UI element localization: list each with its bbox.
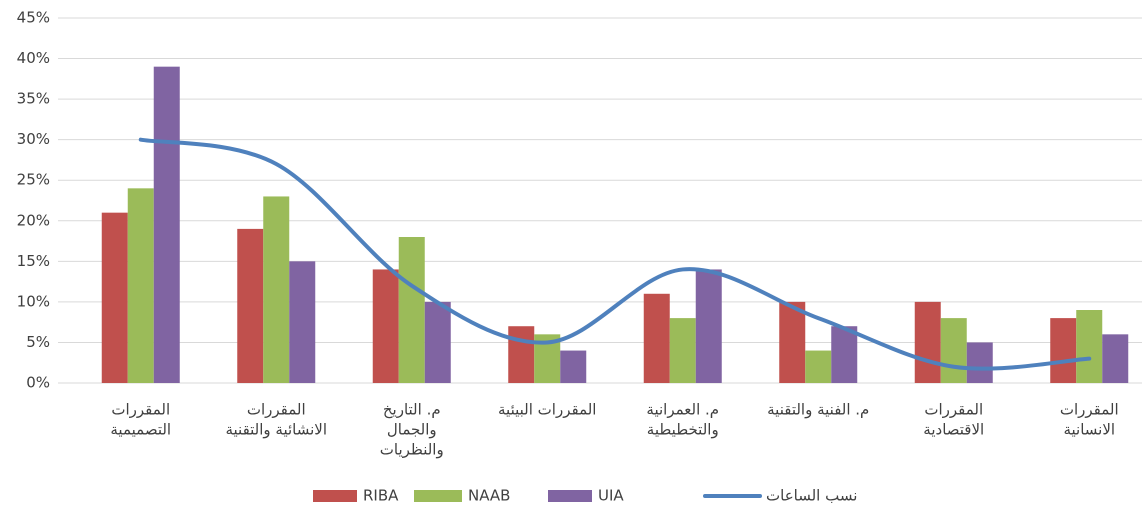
bar bbox=[398, 237, 425, 383]
bar bbox=[237, 228, 264, 383]
legend-swatch bbox=[414, 490, 462, 502]
legend-swatch bbox=[313, 490, 357, 502]
bar bbox=[669, 318, 696, 383]
y-tick-label: 10% bbox=[17, 292, 50, 310]
bar bbox=[779, 301, 806, 383]
x-tick-label: م. التاريخ bbox=[383, 401, 441, 419]
bar bbox=[805, 350, 832, 383]
x-tick-label: التصميمية bbox=[110, 421, 171, 439]
legend-label: UIA bbox=[598, 487, 624, 505]
line-series bbox=[138, 137, 1092, 371]
bar bbox=[101, 212, 128, 383]
legend-label: RIBA bbox=[363, 487, 399, 505]
y-tick-label: 0% bbox=[26, 374, 50, 392]
x-tick-label: والنظريات bbox=[380, 441, 444, 459]
x-tick-label: م. العمرانية bbox=[646, 401, 719, 419]
y-tick-label: 5% bbox=[26, 333, 50, 351]
bar bbox=[914, 301, 941, 383]
x-tick-label: والتخطيطية bbox=[647, 421, 719, 439]
bar bbox=[695, 269, 722, 383]
legend-label: NAAB bbox=[468, 487, 510, 505]
y-tick-label: 30% bbox=[17, 130, 50, 148]
x-tick-label: الانشائية والتقنية bbox=[225, 421, 327, 439]
y-tick-label: 45% bbox=[17, 9, 50, 27]
bar bbox=[966, 342, 993, 383]
y-tick-label: 20% bbox=[17, 211, 50, 229]
x-tick-label: المقررات bbox=[247, 401, 306, 419]
x-tick-label: المقررات bbox=[111, 401, 170, 419]
bar bbox=[508, 326, 535, 383]
legend-swatch bbox=[548, 490, 592, 502]
y-tick-label: 25% bbox=[17, 171, 50, 189]
bar bbox=[560, 350, 587, 383]
bar bbox=[153, 66, 180, 384]
x-tick-label: المقررات bbox=[1060, 401, 1119, 419]
bar bbox=[1102, 334, 1129, 383]
bar bbox=[424, 301, 451, 383]
bar bbox=[831, 326, 858, 383]
y-tick-label: 35% bbox=[17, 90, 50, 108]
x-tick-label: المقررات البيئية bbox=[498, 401, 596, 419]
bar bbox=[372, 269, 399, 383]
legend-label: نسب الساعات bbox=[766, 487, 857, 505]
x-tick-label: م. الفنية والتقنية bbox=[767, 401, 869, 419]
bar bbox=[127, 188, 154, 383]
bar bbox=[289, 261, 316, 383]
bar bbox=[263, 196, 290, 383]
bar bbox=[940, 318, 967, 383]
y-tick-label: 15% bbox=[17, 252, 50, 270]
x-tick-label: الانسانية bbox=[1063, 421, 1115, 439]
x-tick-label: الاقتصادية bbox=[923, 421, 984, 439]
bar bbox=[1076, 310, 1103, 383]
y-tick-label: 40% bbox=[17, 49, 50, 67]
bar bbox=[643, 293, 670, 383]
bar bbox=[1050, 318, 1077, 383]
x-tick-label: والجمال bbox=[387, 421, 437, 439]
x-tick-label: المقررات bbox=[924, 401, 983, 419]
